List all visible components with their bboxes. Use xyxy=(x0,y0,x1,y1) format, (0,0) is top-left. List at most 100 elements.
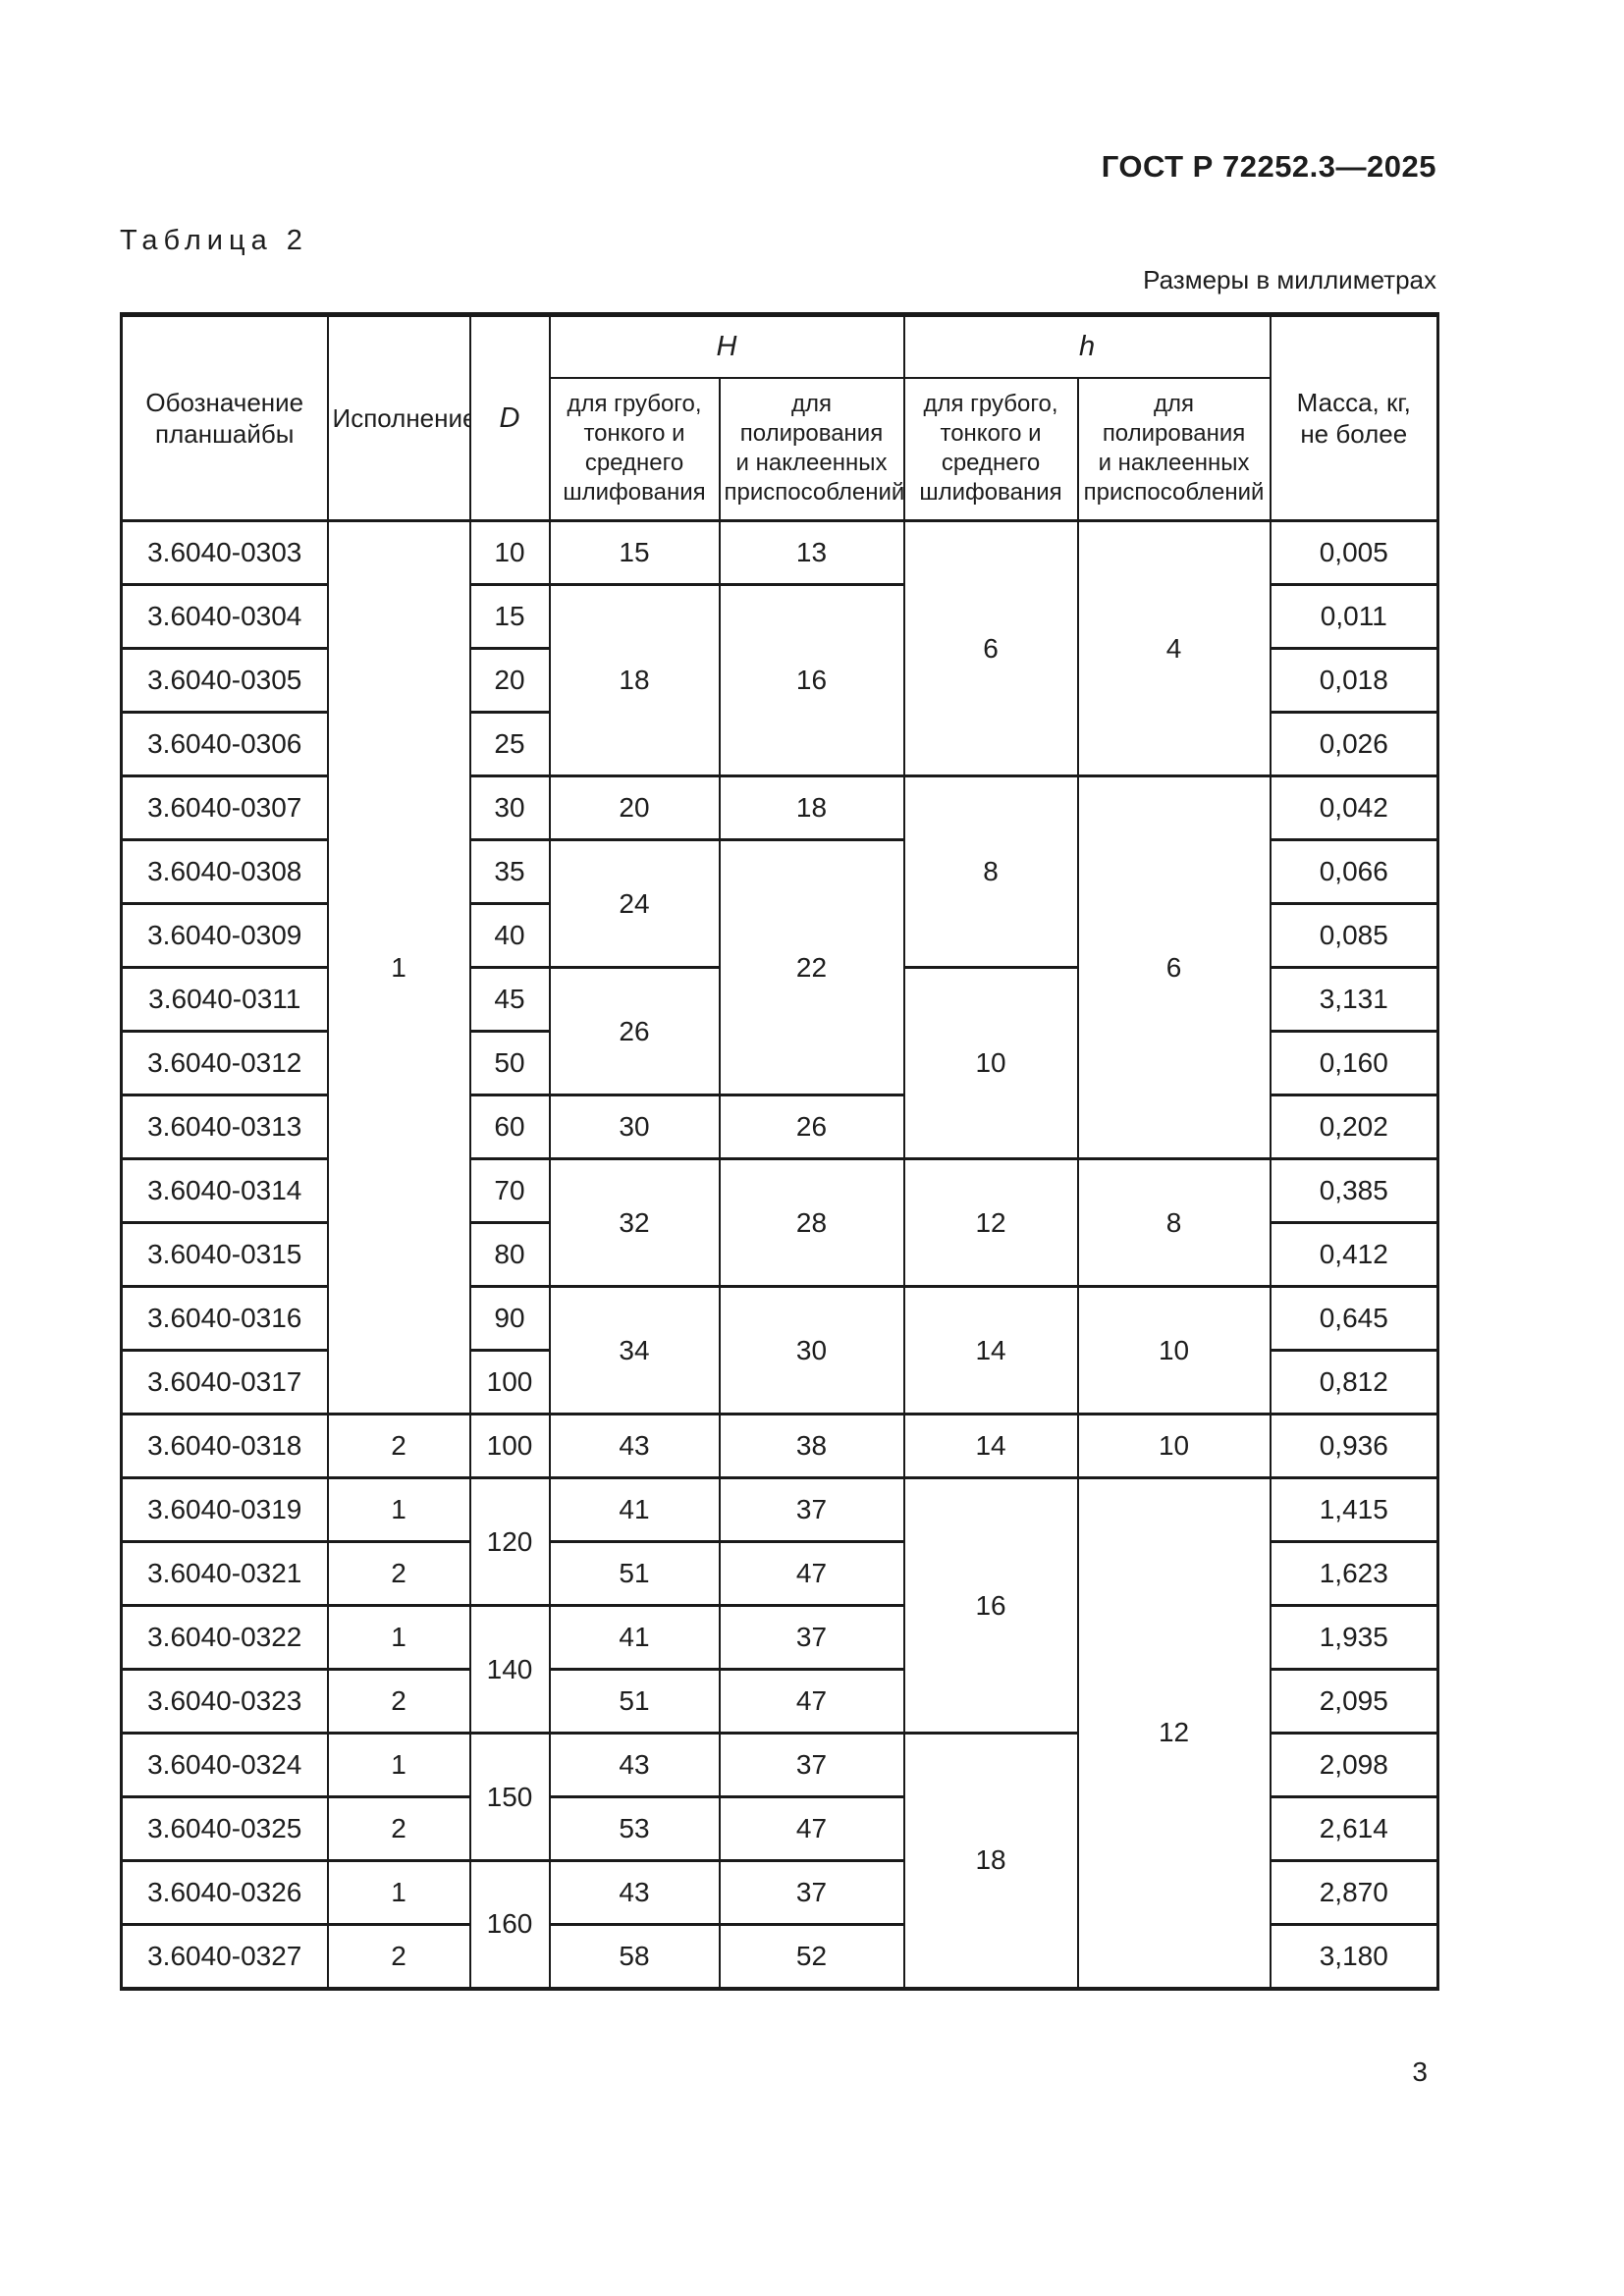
table-row: 3.6040-0321 2 51 47 1,623 xyxy=(120,1540,1439,1607)
sub-h-grinding-header: для грубого, тонкого и среднего шлифован… xyxy=(902,376,1079,522)
cell-h_grind: 8 xyxy=(902,774,1079,969)
col-version-header: Исполнение xyxy=(326,313,471,522)
cell-designation: 3.6040-0323 xyxy=(120,1668,329,1735)
table-row: 3.6040-0319 1 120 41 37 16 12 1,415 xyxy=(120,1476,1439,1990)
table-row: 3.6040-0306 25 0,026 xyxy=(120,711,1439,777)
cell-H_grind: 43 xyxy=(548,1732,721,1798)
cell-version: 1 xyxy=(326,1476,471,1543)
cell-H_polish: 37 xyxy=(718,1604,905,1671)
table-row: 3.6040-0323 2 51 47 2,095 xyxy=(120,1668,1439,1735)
cell-designation: 3.6040-0312 xyxy=(120,1030,329,1096)
cell-H_polish: 52 xyxy=(718,1923,905,1990)
table-row: 3.6040-0316 90 34 30 14 10 0,645 xyxy=(120,1285,1439,1415)
table-row: 3.6040-0322 1 140 41 37 1,935 xyxy=(120,1604,1439,1735)
cell-h_grind: 10 xyxy=(902,966,1079,1160)
cell-version: 2 xyxy=(326,1668,471,1735)
units-note: Размеры в миллиметрах xyxy=(1143,265,1436,294)
cell-mass: 2,098 xyxy=(1269,1732,1439,1798)
cell-H_polish: 37 xyxy=(718,1859,905,1926)
cell-designation: 3.6040-0319 xyxy=(120,1476,329,1543)
cell-designation: 3.6040-0318 xyxy=(120,1413,329,1479)
cell-mass: 0,085 xyxy=(1269,902,1439,969)
cell-version: 2 xyxy=(326,1413,471,1479)
cell-H_polish: 47 xyxy=(718,1540,905,1607)
cell-d: 35 xyxy=(468,838,551,905)
cell-mass: 2,614 xyxy=(1269,1795,1439,1862)
cell-H_polish: 37 xyxy=(718,1476,905,1543)
cell-h_grind: 12 xyxy=(902,1157,1079,1288)
table-row: 3.6040-0311 45 26 10 3,131 xyxy=(120,966,1439,1160)
table-row: 3.6040-0327 2 58 52 3,180 xyxy=(120,1923,1439,1990)
cell-mass: 0,645 xyxy=(1269,1285,1439,1352)
cell-d: 100 xyxy=(468,1413,551,1479)
cell-h_grind: 6 xyxy=(902,519,1079,777)
cell-H_polish: 28 xyxy=(718,1157,905,1288)
sub-H-polishing-header: для полирования и наклеенных приспособле… xyxy=(718,376,905,522)
cell-designation: 3.6040-0316 xyxy=(120,1285,329,1352)
cell-h_polish: 10 xyxy=(1076,1413,1272,1479)
table-row: 3.6040-0307 30 20 18 8 6 0,042 xyxy=(120,774,1439,1160)
cell-d: 50 xyxy=(468,1030,551,1096)
table-row: 3.6040-0326 1 160 43 37 2,870 xyxy=(120,1859,1439,1990)
cell-h_grind: 14 xyxy=(902,1285,1079,1415)
cell-H_grind: 18 xyxy=(548,583,721,777)
cell-d: 100 xyxy=(468,1349,551,1415)
cell-H_grind: 43 xyxy=(548,1413,721,1479)
cell-designation: 3.6040-0307 xyxy=(120,774,329,841)
dimensions-table: Обозначение планшайбы Исполнение D H h М… xyxy=(120,312,1440,1991)
cell-h_polish: 4 xyxy=(1076,519,1272,777)
cell-H_grind: 20 xyxy=(548,774,721,841)
cell-mass: 0,385 xyxy=(1269,1157,1439,1224)
table-row: 3.6040-0317 100 0,812 xyxy=(120,1349,1439,1415)
col-designation-header: Обозначение планшайбы xyxy=(120,313,329,522)
cell-d: 120 xyxy=(468,1476,551,1607)
cell-d: 150 xyxy=(468,1732,551,1862)
cell-H_polish: 16 xyxy=(718,583,905,777)
cell-version: 1 xyxy=(326,519,471,1415)
cell-mass: 1,623 xyxy=(1269,1540,1439,1607)
cell-designation: 3.6040-0303 xyxy=(120,519,329,586)
cell-H_grind: 51 xyxy=(548,1668,721,1735)
cell-mass: 1,415 xyxy=(1269,1476,1439,1543)
cell-H_grind: 41 xyxy=(548,1476,721,1543)
cell-h_polish: 12 xyxy=(1076,1476,1272,1990)
cell-mass: 3,131 xyxy=(1269,966,1439,1033)
cell-H_polish: 38 xyxy=(718,1413,905,1479)
cell-H_polish: 47 xyxy=(718,1668,905,1735)
cell-d: 45 xyxy=(468,966,551,1033)
cell-d: 70 xyxy=(468,1157,551,1224)
col-d-header: D xyxy=(468,313,551,522)
cell-version: 2 xyxy=(326,1540,471,1607)
cell-H_grind: 24 xyxy=(548,838,721,969)
cell-H_polish: 18 xyxy=(718,774,905,841)
cell-designation: 3.6040-0327 xyxy=(120,1923,329,1990)
cell-H_polish: 47 xyxy=(718,1795,905,1862)
sub-h-polishing-header: для полирования и наклеенных приспособле… xyxy=(1076,376,1272,522)
cell-d: 40 xyxy=(468,902,551,969)
cell-d: 60 xyxy=(468,1094,551,1160)
cell-d: 10 xyxy=(468,519,551,586)
sub-H-grinding-header: для грубого, тонкого и среднего шлифован… xyxy=(548,376,721,522)
cell-designation: 3.6040-0315 xyxy=(120,1221,329,1288)
cell-mass: 0,026 xyxy=(1269,711,1439,777)
cell-designation: 3.6040-0314 xyxy=(120,1157,329,1224)
cell-designation: 3.6040-0317 xyxy=(120,1349,329,1415)
cell-H_polish: 26 xyxy=(718,1094,905,1160)
col-mass-header: Масса, кг, не более xyxy=(1269,313,1439,522)
group-h-header: h xyxy=(902,313,1272,379)
table-row: 3.6040-0309 40 0,085 xyxy=(120,902,1439,969)
cell-H_grind: 34 xyxy=(548,1285,721,1415)
cell-H_grind: 53 xyxy=(548,1795,721,1862)
cell-version: 2 xyxy=(326,1923,471,1990)
cell-H_polish: 30 xyxy=(718,1285,905,1415)
cell-designation: 3.6040-0311 xyxy=(120,966,329,1033)
cell-d: 20 xyxy=(468,647,551,714)
cell-version: 1 xyxy=(326,1859,471,1926)
cell-d: 80 xyxy=(468,1221,551,1288)
cell-designation: 3.6040-0308 xyxy=(120,838,329,905)
cell-mass: 0,160 xyxy=(1269,1030,1439,1096)
cell-h_polish: 8 xyxy=(1076,1157,1272,1288)
cell-designation: 3.6040-0321 xyxy=(120,1540,329,1607)
cell-mass: 0,018 xyxy=(1269,647,1439,714)
cell-designation: 3.6040-0309 xyxy=(120,902,329,969)
